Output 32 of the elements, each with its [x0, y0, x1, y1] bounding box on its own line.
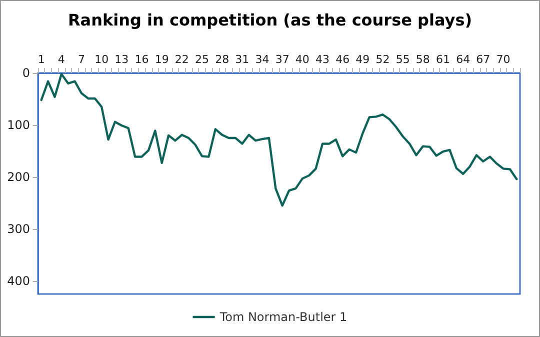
- x-tick-label: 43: [316, 53, 330, 66]
- x-tick-label: 4: [58, 53, 65, 66]
- x-tick-label: 31: [235, 53, 250, 66]
- x-tick-label: 67: [476, 53, 490, 66]
- x-tick-label: 25: [195, 53, 210, 66]
- x-tick-label: 16: [134, 53, 149, 66]
- x-tick-label: 13: [114, 53, 129, 66]
- x-tick-label: 1: [38, 53, 45, 66]
- x-tick-label: 40: [295, 53, 310, 66]
- y-tick-label: 0: [22, 66, 30, 80]
- y-tick-label: 300: [7, 222, 30, 236]
- x-tick-label: 7: [78, 53, 86, 66]
- x-tick-label: 64: [456, 53, 470, 66]
- x-tick-label: 37: [275, 53, 290, 66]
- y-tick-label: 100: [7, 118, 30, 132]
- y-tick-label: 200: [7, 170, 30, 184]
- x-tick-label: 34: [255, 53, 270, 66]
- chart-title: Ranking in competition (as the course plays): [68, 10, 472, 30]
- x-tick-label: 28: [215, 53, 230, 66]
- x-tick-label: 70: [496, 53, 510, 66]
- x-tick-label: 49: [356, 53, 370, 66]
- x-tick-label: 10: [94, 53, 109, 66]
- x-tick-label: 52: [376, 53, 390, 66]
- y-tick-label: 400: [7, 274, 30, 288]
- x-tick-label: 22: [174, 53, 189, 66]
- x-tick-label: 46: [336, 53, 350, 66]
- x-tick-label: 61: [436, 53, 450, 66]
- x-tick-label: 58: [416, 53, 430, 66]
- x-tick-label: 19: [154, 53, 169, 66]
- legend-label: Tom Norman-Butler 1: [218, 310, 348, 324]
- x-tick-label: 55: [396, 53, 410, 66]
- line-series: [40, 72, 518, 207]
